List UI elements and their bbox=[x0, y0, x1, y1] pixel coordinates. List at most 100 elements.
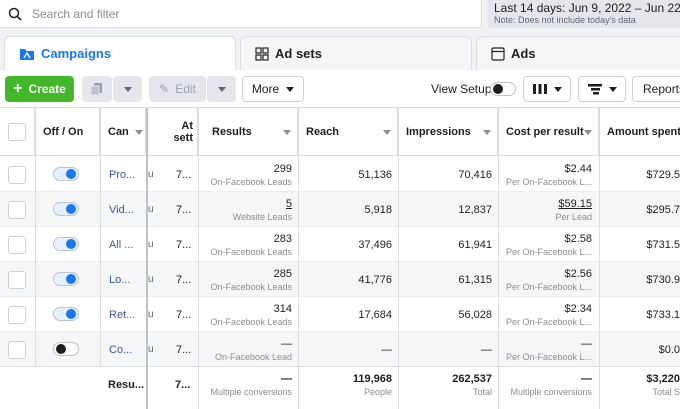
campaign-extra-cell: u bbox=[148, 332, 156, 367]
amount-spent-value: $730.9 bbox=[646, 273, 680, 286]
tab-ad-sets[interactable]: Ad sets bbox=[240, 36, 472, 70]
header-campaign[interactable]: Can bbox=[100, 108, 146, 156]
row-checkbox[interactable] bbox=[8, 165, 26, 184]
header-amount-spent[interactable]: Amount spent bbox=[599, 108, 680, 156]
row-checkbox[interactable] bbox=[8, 235, 26, 254]
duplicate-button[interactable] bbox=[82, 76, 112, 102]
campaign-toggle[interactable] bbox=[53, 202, 79, 216]
attribution-value: 7... bbox=[176, 203, 192, 216]
campaign-extra-cell: u bbox=[148, 262, 156, 297]
chevron-down-icon bbox=[123, 86, 132, 92]
cpr-value: $59.15 bbox=[558, 197, 592, 210]
header-off-on[interactable]: Off / On bbox=[35, 108, 100, 156]
duplicate-dropdown[interactable] bbox=[113, 76, 142, 102]
cpr-type: Per On-Facebook L... bbox=[505, 246, 592, 257]
results-cell: 314 On-Facebook Leads bbox=[198, 297, 292, 332]
table-row[interactable]: Co... u 7... — On-Facebook Lead — — — Per On-Fac… bbox=[0, 332, 680, 367]
columns-button[interactable] bbox=[523, 76, 571, 102]
chevron-down-icon bbox=[608, 86, 617, 92]
results-cell: 285 On-Facebook Leads bbox=[198, 262, 292, 297]
attribution-cell: 7... bbox=[176, 192, 196, 227]
results-value: 285 bbox=[273, 267, 292, 280]
header-results-label: Results bbox=[212, 126, 252, 138]
campaign-toggle[interactable] bbox=[53, 307, 79, 321]
cpr-cell: $2.56 Per On-Facebook L... bbox=[498, 262, 592, 297]
date-range-picker[interactable]: Last 14 days: Jun 9, 2022 – Jun 22, 2022… bbox=[488, 0, 680, 28]
totals-cpr-cell: — Multiple conversions bbox=[498, 367, 592, 402]
attribution-value: 7... bbox=[176, 308, 192, 321]
attribution-value: 7... bbox=[176, 238, 192, 251]
edit-button[interactable]: ✎ Edit bbox=[149, 76, 206, 102]
row-checkbox-cell bbox=[8, 227, 28, 262]
select-all-checkbox[interactable] bbox=[8, 123, 26, 141]
row-checkbox[interactable] bbox=[8, 340, 26, 359]
table-row[interactable]: All ... u 7... 283 On-Facebook Leads 37,496 61… bbox=[0, 227, 680, 262]
campaign-name-link[interactable]: Pro... bbox=[109, 168, 136, 181]
table-row[interactable]: Pro... u 7... 299 On-Facebook Leads 51,136 70,… bbox=[0, 157, 680, 192]
campaign-name-link[interactable]: Vid... bbox=[109, 203, 134, 216]
header-impressions[interactable]: Impressions bbox=[398, 108, 498, 156]
campaign-toggle[interactable] bbox=[53, 272, 79, 286]
table-row[interactable]: Lo... u 7... 285 On-Facebook Leads 41,776 61,3… bbox=[0, 262, 680, 297]
columns-icon bbox=[532, 84, 547, 94]
impressions-value: 70,416 bbox=[458, 168, 492, 181]
toggle-knob bbox=[493, 84, 503, 94]
row-checkbox[interactable] bbox=[8, 305, 26, 324]
toggle-knob bbox=[66, 169, 76, 179]
create-button[interactable]: + Create bbox=[5, 76, 74, 102]
amount-spent-value: $0.0 bbox=[658, 343, 680, 356]
campaign-name-cell: Lo... bbox=[100, 262, 138, 297]
totals-reach: 119,968 bbox=[352, 372, 392, 385]
results-cell: 299 On-Facebook Leads bbox=[198, 157, 292, 192]
reach-value: 41,776 bbox=[358, 273, 392, 286]
campaign-toggle[interactable] bbox=[53, 342, 79, 356]
reports-button[interactable]: Reports bbox=[632, 76, 680, 102]
campaign-toggle[interactable] bbox=[53, 167, 79, 181]
attribution-cell: 7... bbox=[176, 297, 196, 332]
row-checkbox[interactable] bbox=[8, 270, 26, 289]
breakdown-button[interactable] bbox=[578, 76, 626, 102]
campaign-toggle[interactable] bbox=[53, 237, 79, 251]
level-tabs: Campaigns Ad sets Ads bbox=[0, 36, 680, 70]
table-row[interactable]: Ret... u 7... 314 On-Facebook Leads 17,684 56,… bbox=[0, 297, 680, 332]
attribution-cell: 7... bbox=[176, 227, 196, 262]
edit-button-label: Edit bbox=[175, 82, 196, 96]
search-bar[interactable] bbox=[0, 0, 482, 28]
header-results[interactable]: Results bbox=[198, 108, 298, 156]
header-reach[interactable]: Reach bbox=[298, 108, 398, 156]
campaign-name-link[interactable]: Lo... bbox=[109, 273, 131, 286]
campaign-name-link[interactable]: Co... bbox=[109, 343, 133, 356]
tab-campaigns[interactable]: Campaigns bbox=[4, 36, 236, 70]
date-range-label: Last 14 days: Jun 9, 2022 – Jun 22, 2022 bbox=[494, 1, 680, 15]
date-range-note: Note: Does not include today's data bbox=[494, 15, 636, 25]
edit-dropdown[interactable] bbox=[207, 76, 236, 102]
chevron-down-icon bbox=[483, 129, 491, 135]
row-checkbox[interactable] bbox=[8, 200, 26, 219]
cpr-type: Per On-Facebook L... bbox=[505, 316, 592, 327]
header-cost-per-result[interactable]: Cost per result bbox=[498, 108, 599, 156]
tab-ads[interactable]: Ads bbox=[476, 36, 680, 70]
amount-spent-cell: $729.5 bbox=[599, 157, 680, 192]
cpr-value: — bbox=[581, 337, 592, 350]
results-cell: 5 Website Leads bbox=[198, 192, 292, 227]
view-setup-toggle[interactable] bbox=[490, 82, 516, 96]
frozen-column-separator bbox=[146, 108, 148, 409]
campaign-name-link[interactable]: Ret... bbox=[109, 308, 136, 321]
campaign-name-link[interactable]: All ... bbox=[109, 238, 134, 251]
campaign-extra-cell: u bbox=[148, 192, 156, 227]
results-value: 5 bbox=[285, 197, 292, 210]
amount-spent-value: $295.7 bbox=[646, 203, 680, 216]
impressions-cell: 70,416 bbox=[398, 157, 492, 192]
chevron-down-icon bbox=[217, 86, 226, 92]
campaign-extra: u bbox=[148, 169, 154, 180]
header-attribution[interactable]: At sett bbox=[148, 108, 198, 156]
chevron-down-icon bbox=[553, 86, 562, 92]
campaigns-table: Off / On Can At sett Results Reach Impre… bbox=[0, 108, 680, 409]
table-row[interactable]: Vid... u 7... 5 Website Leads 5,918 12,837 $59.… bbox=[0, 192, 680, 227]
search-input[interactable] bbox=[32, 6, 432, 21]
totals-results: — bbox=[281, 372, 292, 385]
more-button[interactable]: More bbox=[242, 76, 304, 102]
reach-cell: 41,776 bbox=[298, 262, 392, 297]
totals-attr-cell: 7... bbox=[175, 367, 195, 402]
column-divider bbox=[398, 108, 399, 409]
